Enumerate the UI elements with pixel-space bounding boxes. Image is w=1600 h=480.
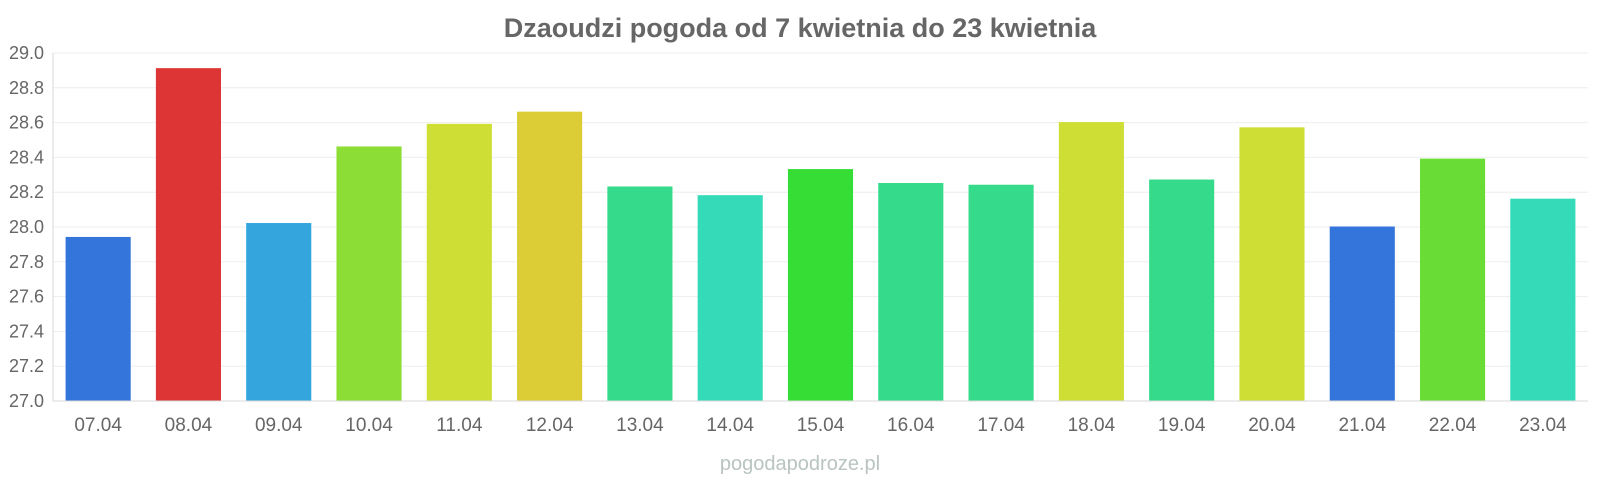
y-tick-label: 29.0 (9, 43, 44, 63)
bar-17.04[interactable] (968, 184, 1034, 402)
bar-19.04[interactable] (1149, 179, 1215, 402)
y-tick-label: 27.4 (9, 321, 44, 341)
x-tick-label: 10.04 (345, 415, 393, 436)
x-tick-label: 07.04 (74, 415, 122, 436)
bar-09.04[interactable] (246, 223, 312, 402)
y-tick-label: 28.2 (9, 182, 44, 202)
y-tick-label: 28.4 (9, 147, 44, 167)
bar-15.04[interactable] (787, 169, 854, 402)
x-tick-label: 20.04 (1248, 415, 1296, 436)
x-tick-label: 17.04 (977, 415, 1025, 436)
x-tick-label: 09.04 (255, 415, 303, 436)
x-axis: 07.04 08.04 09.04 10.04 11.04 12.04 13.04 14.04… (53, 400, 1588, 436)
bar-07.04[interactable] (65, 236, 131, 402)
x-tick-label: 22.04 (1429, 415, 1477, 436)
bar-10.04[interactable] (336, 146, 402, 402)
bar-11.04[interactable] (426, 123, 492, 402)
bar-23.04[interactable] (1510, 198, 1576, 402)
x-tick-label: 12.04 (526, 415, 574, 436)
bars (65, 68, 1576, 402)
y-tick-label: 28.6 (9, 113, 44, 133)
bar-20.04[interactable] (1239, 127, 1305, 402)
bar-21.04[interactable] (1329, 226, 1395, 402)
x-tick-label: 08.04 (165, 415, 213, 436)
watermark-text: pogodapodroze.pl (720, 453, 880, 475)
x-tick-label: 11.04 (436, 415, 483, 436)
y-tick-label: 27.6 (9, 287, 44, 307)
x-tick-label: 15.04 (797, 415, 845, 436)
y-tick-label: 27.0 (9, 391, 44, 411)
x-tick-label: 23.04 (1519, 415, 1567, 436)
bar-13.04[interactable] (607, 186, 673, 402)
y-tick-label: 27.2 (9, 356, 44, 376)
bar-14.04[interactable] (697, 195, 763, 402)
y-axis: 27.0 27.2 27.4 27.6 27.8 28.0 28.2 28.4 28.6 28.8… (9, 43, 54, 411)
bar-22.04[interactable] (1420, 158, 1486, 402)
x-tick-label: 21.04 (1338, 415, 1386, 436)
x-tick-label: 13.04 (616, 415, 664, 436)
y-tick-label: 27.8 (9, 252, 44, 272)
bar-16.04[interactable] (878, 183, 944, 402)
x-tick-label: 16.04 (887, 415, 935, 436)
bar-12.04[interactable] (517, 111, 583, 402)
bar-18.04[interactable] (1058, 122, 1124, 402)
x-tick-label: 19.04 (1158, 415, 1206, 436)
y-tick-label: 28.0 (9, 217, 44, 237)
chart-title: Dzaoudzi pogoda od 7 kwietnia do 23 kwie… (504, 13, 1098, 43)
bar-08.04[interactable] (155, 68, 221, 402)
x-tick-label: 18.04 (1068, 415, 1116, 436)
x-tick-label: 14.04 (706, 415, 754, 436)
y-tick-label: 28.8 (9, 78, 44, 98)
